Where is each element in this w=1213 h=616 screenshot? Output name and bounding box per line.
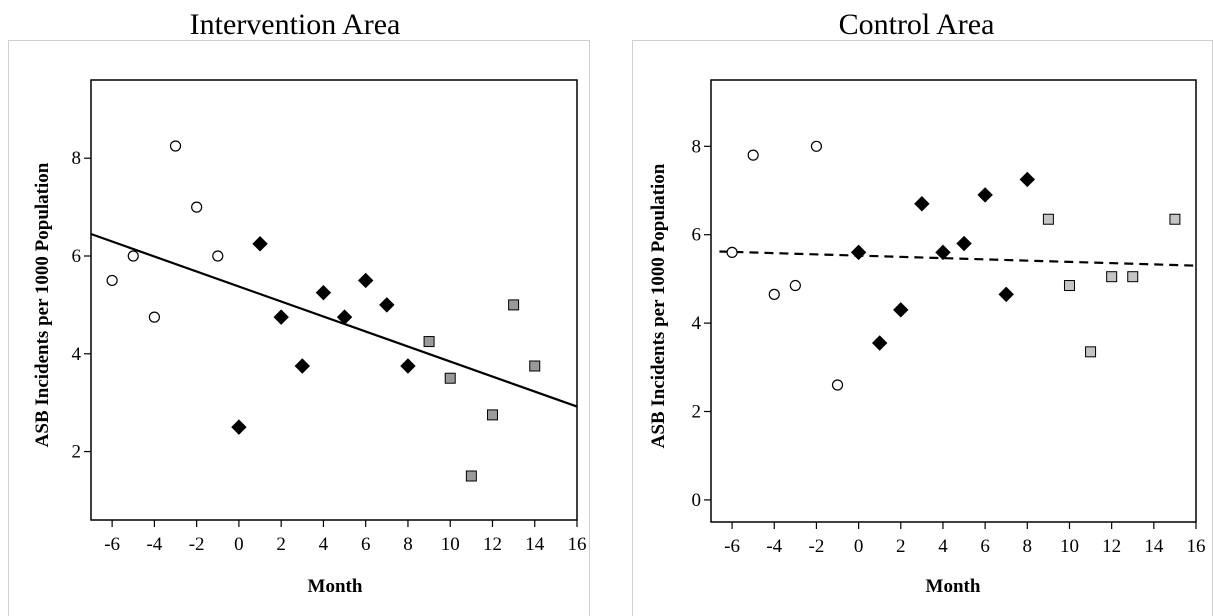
open-circle-point xyxy=(106,274,118,287)
diamond-point xyxy=(977,187,993,203)
diamond-point xyxy=(1019,171,1036,188)
x-tick-label: 6 xyxy=(980,536,990,557)
y-axis-label: ASB Incidents per 1000 Population xyxy=(32,162,53,447)
square-point xyxy=(1127,271,1139,283)
intervention-scatter-plot: -6 -4 -2 0 2 4 6 8 10 12 14 16 2 4 6 8 Month ASB Incident… xyxy=(32,79,587,597)
diamond-point xyxy=(935,244,951,261)
diamond-point xyxy=(871,335,888,351)
y-tick-label: 6 xyxy=(692,225,702,246)
x-tick-label: -6 xyxy=(104,534,120,555)
square-point xyxy=(1042,213,1054,225)
diamond-point xyxy=(336,309,353,325)
x-tick-label: -4 xyxy=(766,536,782,557)
x-tick-label: 8 xyxy=(403,534,413,555)
x-tick-label: -4 xyxy=(146,534,162,555)
panel-frame xyxy=(8,40,590,616)
y-tick-label: 6 xyxy=(72,246,82,267)
x-tick-label: -2 xyxy=(189,534,205,555)
x-tick-label: 14 xyxy=(525,534,545,555)
y-tick-label: 2 xyxy=(692,402,702,423)
control-area-panel: Control Area -6 -4 -2 0 2 4 6 8 10 12 14 16 0 2 4 6 8 Mon… xyxy=(620,0,1213,616)
square-point xyxy=(486,409,498,421)
diamond-point xyxy=(315,284,332,301)
open-circle-point xyxy=(127,250,139,262)
x-tick-label: 16 xyxy=(568,534,587,555)
x-tick-label: 14 xyxy=(1144,536,1164,557)
x-tick-label: 0 xyxy=(854,536,864,557)
diamond-point xyxy=(252,236,268,252)
diamond-point xyxy=(998,286,1014,303)
open-circle-point xyxy=(212,250,224,262)
plot-area xyxy=(90,79,578,521)
y-tick-label: 2 xyxy=(72,442,82,463)
open-circle-point xyxy=(148,311,160,323)
open-circle-point xyxy=(169,140,182,152)
x-tick-label: 12 xyxy=(1102,536,1121,557)
open-circle-point xyxy=(747,149,759,161)
chart-title: Intervention Area xyxy=(189,8,401,41)
x-tick-label: 4 xyxy=(938,536,948,557)
diamond-point xyxy=(379,297,395,313)
x-tick-label: 6 xyxy=(361,534,371,555)
open-circle-point xyxy=(768,288,780,300)
y-tick-label: 0 xyxy=(692,490,702,511)
regression-line xyxy=(719,250,1197,267)
open-circle-point xyxy=(191,201,203,213)
diamond-point xyxy=(893,302,909,318)
diamond-point xyxy=(294,358,311,374)
open-circle-point xyxy=(831,379,844,391)
regression-line xyxy=(90,232,578,408)
x-tick-label: -2 xyxy=(809,536,825,557)
chart-title: Control Area xyxy=(838,8,995,41)
y-tick-label: 4 xyxy=(692,313,702,334)
diamond-point xyxy=(956,235,972,252)
square-point xyxy=(508,299,520,311)
x-tick-label: -6 xyxy=(724,536,740,557)
x-tick-label: 12 xyxy=(483,534,502,555)
square-point xyxy=(444,372,456,384)
y-tick-label: 8 xyxy=(72,148,82,169)
x-tick-label: 10 xyxy=(441,534,460,555)
control-scatter-plot: -6 -4 -2 0 2 4 6 8 10 12 14 16 0 2 4 6 8 Month ASB Inciden… xyxy=(648,79,1206,597)
square-point xyxy=(423,336,435,348)
x-tick-label: 10 xyxy=(1060,536,1079,557)
diamond-point xyxy=(357,272,374,289)
diamond-point xyxy=(914,196,930,212)
x-tick-label: 16 xyxy=(1187,536,1206,557)
x-tick-label: 4 xyxy=(319,534,329,555)
diamond-point xyxy=(850,244,867,261)
intervention-area-panel: Intervention Area -6 -4 -2 0 2 4 6 8 10 12 14 16 2 4 6… xyxy=(0,0,590,616)
square-point xyxy=(1169,213,1181,225)
plot-area xyxy=(710,79,1197,523)
x-axis-label: Month xyxy=(308,576,363,597)
square-point xyxy=(1085,346,1097,358)
diamond-point xyxy=(273,309,289,325)
square-point xyxy=(1063,280,1075,292)
y-axis-label: ASB Incidents per 1000 Population xyxy=(648,163,669,448)
x-axis-label: Month xyxy=(926,576,981,597)
x-tick-label: 0 xyxy=(234,534,244,555)
y-tick-label: 8 xyxy=(692,136,702,157)
open-circle-point xyxy=(789,279,801,292)
square-point xyxy=(1106,271,1118,283)
x-tick-label: 8 xyxy=(1023,536,1033,557)
diamond-point xyxy=(231,419,247,435)
x-tick-label: 2 xyxy=(276,534,286,555)
open-circle-point xyxy=(726,246,738,258)
square-point xyxy=(529,360,541,372)
x-tick-label: 2 xyxy=(896,536,906,557)
y-tick-label: 4 xyxy=(72,344,82,365)
diamond-point xyxy=(400,358,416,374)
open-circle-point xyxy=(810,140,823,152)
square-point xyxy=(465,470,477,482)
